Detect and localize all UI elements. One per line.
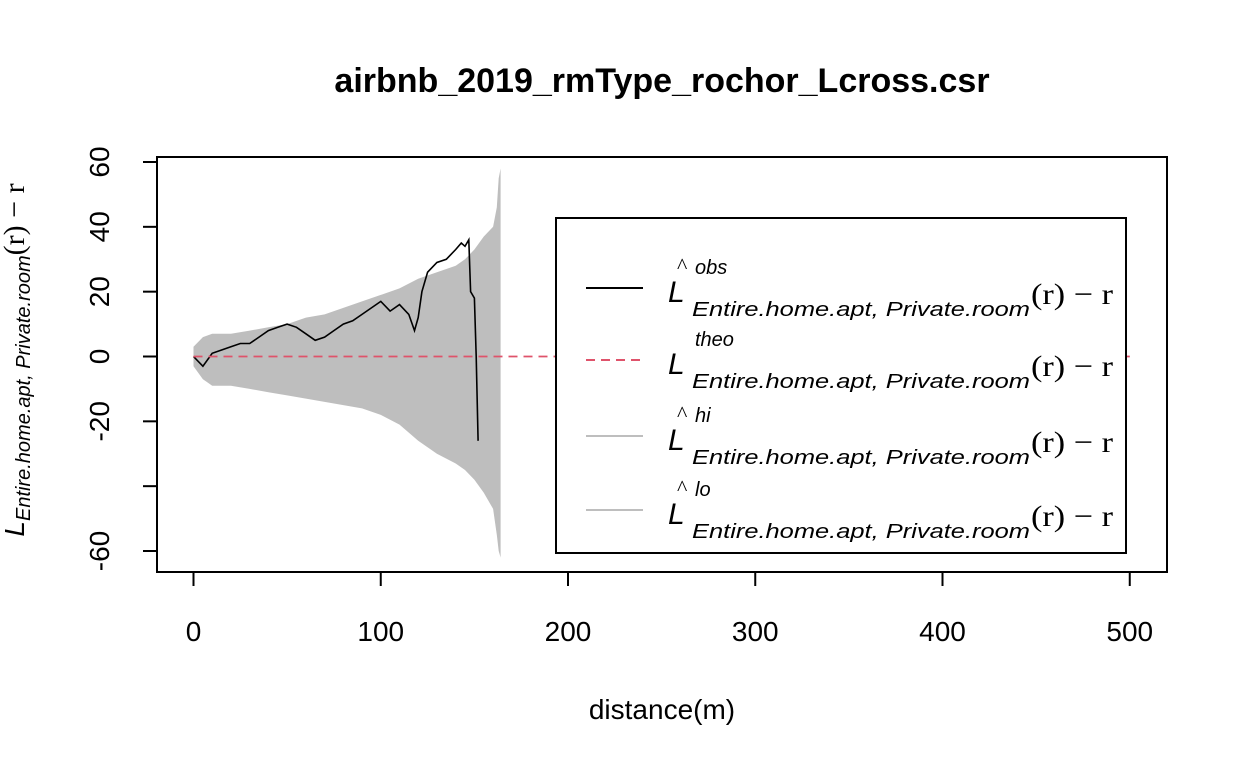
legend-box [555,217,1127,554]
y-axis-label-suffix: (r) − r [0,183,31,255]
x-axis: 0 100 200 300 400 500 [186,571,1153,647]
chart-title: airbnb_2019_rmType_rochor_Lcross.csr [334,62,989,100]
envelope-band [193,168,501,558]
y-tick-label: -20 [84,401,115,441]
legend-subscript: Entire.home.apt, Private.room [692,299,1030,321]
x-tick-label: 400 [919,616,966,647]
legend-suffix: (r) − r [1031,350,1113,383]
legend-suffix: (r) − r [1031,426,1113,459]
x-tick-label: 500 [1106,616,1153,647]
legend-superscript: theo [695,329,734,351]
y-axis-label-subscript: Entire.home.apt, Private.room [13,255,35,521]
x-tick-label: 200 [545,616,592,647]
y-tick-label: 40 [84,211,115,242]
svg-text:LEntire.home.apt, Private.room: LEntire.home.apt, Private.room(r) − r [0,183,35,536]
y-tick-label: -60 [84,531,115,571]
legend-subscript: Entire.home.apt, Private.room [692,521,1030,543]
legend-superscript: lo [695,479,711,501]
legend-subscript: Entire.home.apt, Private.room [692,447,1030,469]
series-line-obs [192,237,479,441]
x-tick-label: 0 [186,616,202,647]
legend-base: L [668,498,685,531]
legend-suffix: (r) − r [1031,500,1113,533]
legend-superscript: obs [695,257,727,279]
x-axis-label: distance(m) [589,694,735,725]
legend-hat: ^ [677,401,688,426]
legend-base: L [668,348,685,381]
legend-base: L [668,424,685,457]
legend-item-hi: ^Lhi Entire.home.apt, Private.room (r) − r [586,401,1113,469]
legend-base: L [668,276,685,309]
x-tick-label: 100 [357,616,404,647]
y-axis-label-base: L [0,521,30,537]
x-tick-label: 300 [732,616,779,647]
y-tick-label: 60 [84,146,115,177]
y-axis: -60 -20 0 20 40 60 [84,146,158,571]
legend-hat: ^ [677,253,688,278]
y-tick-label: 0 [84,349,115,365]
y-tick-label: 20 [84,276,115,307]
y-axis-label: LEntire.home.apt, Private.room(r) − r [0,183,35,536]
legend-subscript: Entire.home.apt, Private.room [692,371,1030,393]
legend-suffix: (r) − r [1031,278,1113,311]
legend-hat: ^ [677,475,688,500]
legend-superscript: hi [695,405,711,427]
legend-item-lo: ^Llo Entire.home.apt, Private.room (r) − r [586,475,1113,543]
